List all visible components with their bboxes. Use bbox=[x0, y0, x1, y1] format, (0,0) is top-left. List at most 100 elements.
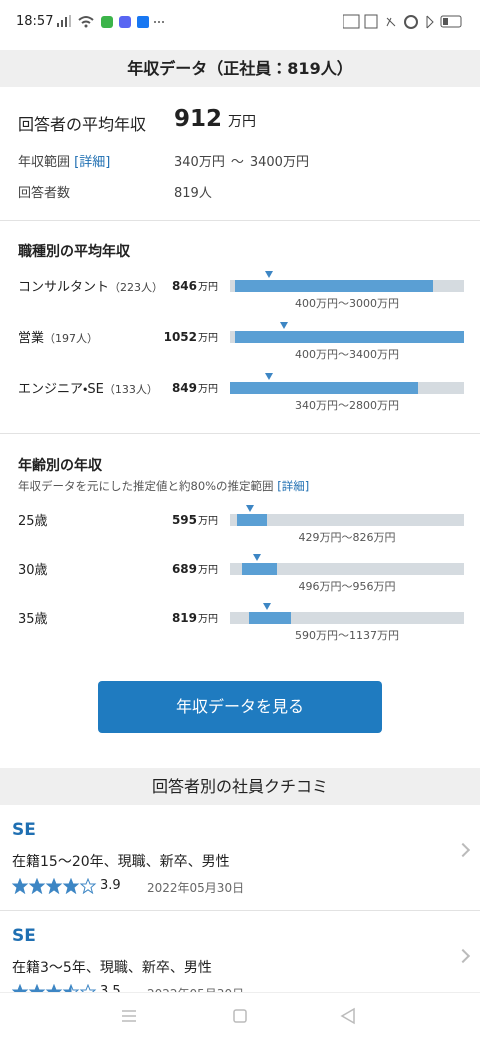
average-marker bbox=[264, 373, 273, 380]
age-note: 年収データを元にした推定値と約80%の推定範囲 bbox=[18, 479, 274, 493]
age-name: 35歳 bbox=[18, 612, 48, 627]
range-max: 2800 bbox=[349, 399, 377, 412]
salary-value: 595万円 bbox=[171, 513, 218, 527]
range-label: 400万円〜3400万円 bbox=[230, 346, 464, 362]
respondents: 819人 bbox=[174, 186, 212, 201]
range-track bbox=[230, 612, 464, 624]
range-label: 429万円〜826万円 bbox=[230, 529, 464, 545]
clock: 18:57 bbox=[16, 14, 54, 29]
average-marker bbox=[280, 322, 289, 329]
range-min: 590 bbox=[295, 629, 316, 642]
range-max: 3000 bbox=[349, 297, 377, 310]
range-min: 400 bbox=[295, 297, 316, 310]
range-value: 340万円〜 3400万円 bbox=[174, 151, 309, 170]
job-name: 営業 bbox=[18, 331, 45, 346]
range-max: 956 bbox=[352, 580, 374, 593]
chevron[interactable] bbox=[455, 948, 471, 964]
chevron[interactable] bbox=[455, 842, 471, 858]
range-track bbox=[230, 331, 464, 343]
divider bbox=[0, 220, 480, 221]
unit: 万円 bbox=[198, 516, 218, 527]
unit: 万円 bbox=[198, 565, 218, 576]
unit: 万円 bbox=[377, 297, 399, 310]
salary-value: 846万円 bbox=[171, 279, 218, 293]
average-marker bbox=[262, 603, 271, 610]
job-name: コンサルタント bbox=[18, 280, 110, 295]
range-track bbox=[230, 563, 464, 575]
range-track bbox=[230, 514, 464, 526]
unit: 万円 bbox=[377, 629, 399, 642]
reviews-header: 回答者別の社員クチコミ bbox=[0, 768, 480, 805]
range-bar bbox=[249, 612, 291, 624]
detail-link[interactable]: [詳細] bbox=[277, 479, 310, 493]
unit: 万円 bbox=[319, 531, 342, 544]
unit: 万円 bbox=[198, 333, 218, 344]
salary-value: 689万円 bbox=[171, 562, 218, 576]
job-title: 職種別の平均年収 bbox=[18, 244, 130, 260]
unit: 万円 bbox=[373, 580, 396, 593]
average-marker bbox=[264, 271, 273, 278]
separator: 〜 bbox=[338, 297, 349, 310]
unit: 万円 bbox=[316, 629, 338, 642]
range-label: 400万円〜3000万円 bbox=[230, 295, 464, 311]
salary-value: 819万円 bbox=[171, 611, 218, 625]
divider bbox=[0, 910, 480, 911]
range-label: 496万円〜956万円 bbox=[230, 578, 464, 594]
range-max: 3400 bbox=[249, 155, 283, 170]
unit: 万円 bbox=[198, 155, 225, 170]
header: 年収データ（正社員：819人） bbox=[0, 50, 480, 87]
average-marker bbox=[252, 554, 261, 561]
unit: 万円 bbox=[198, 614, 218, 625]
unit: 万円 bbox=[377, 399, 399, 412]
average-marker bbox=[245, 505, 254, 512]
range-track bbox=[230, 382, 464, 394]
range-max: 1137 bbox=[349, 629, 377, 642]
respondent-count: （133人） bbox=[103, 383, 158, 396]
respondents-label: 回答者数 bbox=[18, 186, 71, 201]
avg-label: 回答者の平均年収 bbox=[18, 115, 147, 134]
nav-icons bbox=[122, 1007, 355, 1025]
age-name: 30歳 bbox=[18, 563, 48, 578]
age-note-row: 年収データを元にした推定値と約80%の推定範囲 [詳細] bbox=[18, 478, 309, 494]
separator: 〜 bbox=[230, 155, 244, 170]
range-bar bbox=[234, 331, 464, 343]
respondent-count: （197人） bbox=[44, 332, 99, 345]
status-icons bbox=[57, 15, 164, 28]
separator: 〜 bbox=[338, 629, 349, 642]
unit: 万円 bbox=[373, 531, 396, 544]
nav-bar bbox=[0, 992, 480, 1041]
job-name-block: コンサルタント （223人） bbox=[18, 276, 168, 295]
unit: 万円 bbox=[228, 114, 257, 130]
range-bar bbox=[241, 563, 278, 575]
range-label: 590万円〜1137万円 bbox=[230, 627, 464, 643]
status-icons-right bbox=[343, 14, 462, 29]
job-name-block: エンジニア・SE （133人） bbox=[18, 378, 168, 397]
range-row: 年収範囲 [詳細] bbox=[18, 151, 110, 170]
unit: 万円 bbox=[319, 580, 342, 593]
rating-fill bbox=[13, 879, 78, 893]
unit: 万円 bbox=[198, 282, 218, 293]
salary-value: 1052万円 bbox=[163, 330, 218, 344]
range-bar bbox=[234, 280, 434, 292]
detail-link[interactable]: [詳細] bbox=[74, 155, 111, 170]
separator: 〜 bbox=[338, 348, 349, 361]
separator: 〜 bbox=[341, 580, 353, 593]
view-button[interactable]: 年収データを見る bbox=[98, 681, 382, 733]
unit: 万円 bbox=[316, 399, 338, 412]
age-name: 25歳 bbox=[18, 514, 48, 529]
job-name-block: 営業 （197人） bbox=[18, 327, 168, 346]
salary-value: 849万円 bbox=[171, 381, 218, 395]
review-job[interactable]: SE bbox=[12, 820, 36, 840]
avg-salary: 912 万円 bbox=[174, 106, 256, 132]
range-track bbox=[230, 280, 464, 292]
unit: 万円 bbox=[198, 384, 218, 395]
job-name: エンジニア・SE bbox=[18, 382, 104, 397]
range-min: 340 bbox=[295, 399, 316, 412]
unit: 万円 bbox=[316, 348, 338, 361]
review-job[interactable]: SE bbox=[12, 926, 36, 946]
range-max: 3400 bbox=[349, 348, 377, 361]
unit: 万円 bbox=[377, 348, 399, 361]
divider bbox=[0, 433, 480, 434]
review-date: 2022年05月30日 bbox=[147, 881, 245, 895]
separator: 〜 bbox=[341, 531, 353, 544]
